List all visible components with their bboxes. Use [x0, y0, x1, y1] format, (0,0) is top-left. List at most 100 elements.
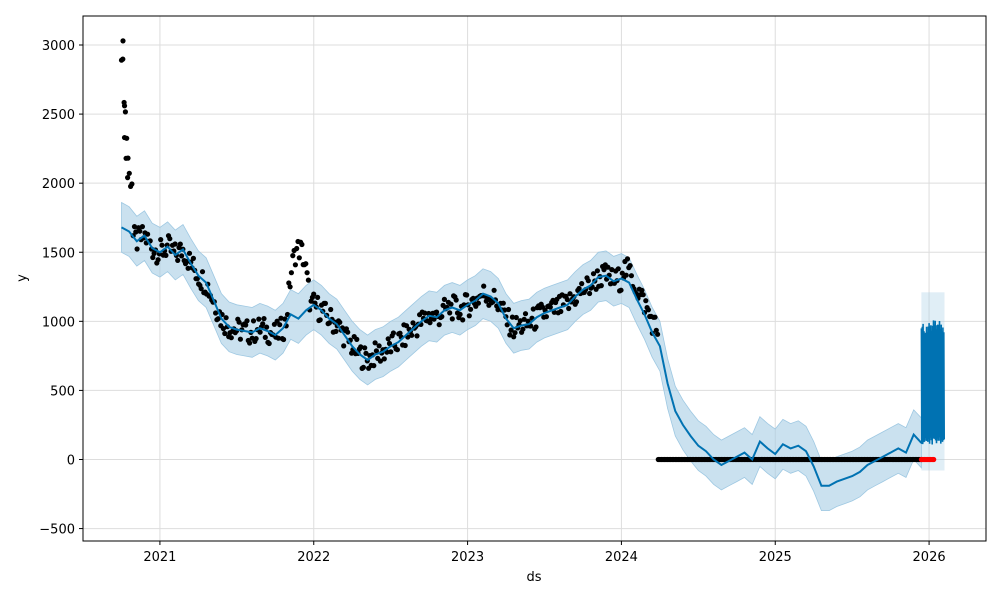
observed-point — [222, 330, 228, 337]
observed-point — [315, 294, 321, 300]
observed-point — [145, 231, 151, 237]
observed-point — [220, 326, 226, 332]
observed-point — [645, 307, 652, 313]
observed-point — [278, 315, 284, 321]
observed-point — [120, 56, 126, 62]
observed-points — [118, 38, 937, 463]
observed-point — [290, 253, 296, 259]
observed-point — [397, 330, 403, 336]
observed-point — [587, 290, 593, 297]
observed-point — [264, 324, 270, 330]
observed-point — [470, 295, 476, 301]
observed-point — [163, 252, 169, 258]
observed-point — [627, 263, 633, 269]
observed-point — [167, 236, 173, 242]
observed-point — [576, 285, 582, 292]
observed-point — [137, 228, 143, 234]
observed-point — [134, 246, 140, 252]
y-tick-label: −500 — [39, 523, 75, 538]
observed-point — [598, 283, 604, 289]
observed-point — [385, 336, 391, 342]
observed-point — [447, 310, 453, 316]
y-tick-label: 0 — [67, 453, 75, 468]
observed-point — [585, 278, 591, 284]
x-axis-ticks: 2021 2022 2023 2024 2025 2026 — [143, 541, 946, 565]
y-tick-label: 3000 — [42, 39, 75, 54]
observed-point — [185, 265, 191, 271]
observed-point — [434, 309, 440, 315]
observed-point — [322, 300, 328, 306]
observed-point — [426, 310, 432, 317]
observed-point — [372, 340, 378, 346]
observed-point — [158, 237, 164, 243]
observed-point — [530, 306, 536, 312]
observed-point — [643, 298, 649, 304]
observed-point — [481, 283, 487, 289]
observed-point — [567, 291, 573, 297]
observed-point — [129, 181, 135, 187]
observed-point — [448, 301, 454, 307]
observed-point — [215, 316, 221, 322]
observed-point — [618, 287, 624, 293]
observed-point — [317, 317, 323, 323]
y-tick-label: 1000 — [42, 315, 75, 330]
x-axis-label: ds — [526, 570, 541, 585]
observed-point — [328, 306, 334, 313]
observed-point — [257, 329, 263, 335]
observed-point — [125, 175, 131, 181]
observed-point — [150, 254, 156, 261]
observed-point — [500, 300, 506, 306]
observed-point — [237, 336, 243, 342]
observed-point — [460, 317, 466, 323]
observed-point — [655, 331, 661, 337]
observed-point — [159, 242, 165, 248]
observed-point — [299, 241, 305, 248]
observed-point — [639, 287, 645, 293]
observed-point — [250, 318, 257, 324]
observed-point — [468, 306, 474, 312]
observed-point — [172, 241, 178, 247]
y-tick-label: 2000 — [42, 177, 75, 192]
observed-point — [275, 335, 281, 341]
observed-point — [277, 322, 283, 328]
observed-point — [373, 348, 379, 354]
observed-point — [376, 343, 382, 349]
observed-point — [244, 318, 250, 324]
forecast-line — [121, 226, 946, 487]
observed-point — [457, 311, 463, 317]
forecast-spikes — [920, 320, 946, 445]
observed-point — [640, 292, 646, 298]
observed-point — [126, 170, 132, 176]
observed-point — [508, 327, 514, 333]
observed-point — [311, 291, 317, 297]
observed-point — [564, 296, 570, 303]
x-tick-label: 2021 — [143, 550, 176, 565]
observed-point — [341, 343, 347, 349]
observed-point — [333, 328, 339, 334]
observed-point — [464, 292, 470, 298]
observed-point — [449, 316, 455, 322]
observed-point — [453, 297, 459, 303]
observed-point — [305, 277, 311, 283]
observed-point — [287, 284, 293, 290]
observed-point — [517, 318, 523, 324]
observed-point — [261, 316, 267, 322]
observed-point — [121, 134, 128, 141]
observed-point — [466, 313, 472, 319]
observed-point — [194, 276, 200, 282]
observed-point — [558, 308, 564, 315]
observed-point — [123, 155, 129, 161]
observed-point — [507, 332, 513, 338]
observed-point — [409, 332, 415, 338]
observed-point — [386, 340, 393, 347]
observed-point — [619, 270, 625, 276]
observed-point — [609, 267, 615, 273]
observed-point — [439, 314, 445, 320]
observed-point — [262, 334, 268, 340]
observed-point — [579, 281, 585, 287]
observed-point — [653, 327, 659, 333]
observed-point — [441, 296, 447, 302]
observed-point — [573, 299, 580, 305]
observed-point — [303, 261, 309, 267]
